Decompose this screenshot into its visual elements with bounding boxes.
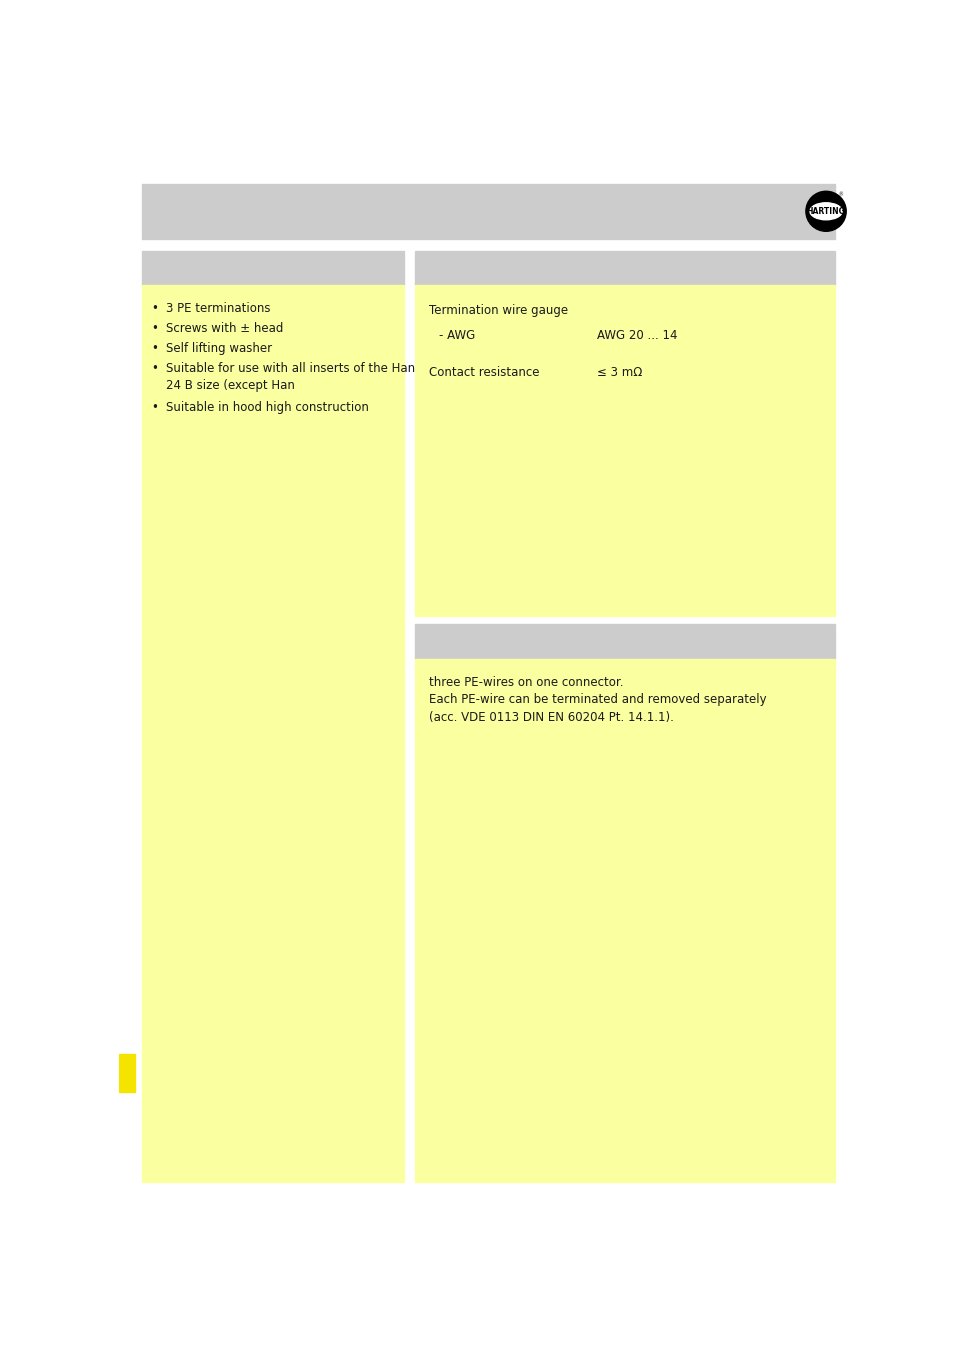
Text: •: • <box>152 362 158 375</box>
Bar <box>142 285 404 1183</box>
Text: three PE-wires on one connector.
Each PE-wire can be terminated and removed sepa: three PE-wires on one connector. Each PE… <box>429 675 766 724</box>
Text: Screws with ± head: Screws with ± head <box>166 323 283 335</box>
Bar <box>142 184 835 239</box>
Text: •: • <box>152 323 158 335</box>
Text: Suitable in hood high construction: Suitable in hood high construction <box>166 401 368 413</box>
Text: Self lifting washer: Self lifting washer <box>166 342 272 355</box>
Text: ≤ 3 mΩ: ≤ 3 mΩ <box>597 366 642 379</box>
Text: •: • <box>152 302 158 315</box>
Text: ®: ® <box>838 192 842 197</box>
Text: •: • <box>152 401 158 413</box>
Bar <box>142 251 404 285</box>
Text: AWG 20 ... 14: AWG 20 ... 14 <box>597 329 678 342</box>
Text: Contact resistance: Contact resistance <box>429 366 539 379</box>
Bar <box>415 659 835 1183</box>
Text: 3 PE terminations: 3 PE terminations <box>166 302 270 315</box>
Text: HARTING: HARTING <box>806 207 844 216</box>
Bar <box>415 251 835 285</box>
Bar <box>119 1053 134 1092</box>
Bar <box>415 285 835 617</box>
Bar <box>415 624 835 659</box>
Ellipse shape <box>809 202 841 220</box>
Text: Suitable for use with all inserts of the Han
24 B size (except Han: Suitable for use with all inserts of the… <box>166 362 415 391</box>
Text: •: • <box>152 342 158 355</box>
Circle shape <box>805 192 845 231</box>
Text: - AWG: - AWG <box>438 329 475 342</box>
Text: Termination wire gauge: Termination wire gauge <box>429 305 568 317</box>
